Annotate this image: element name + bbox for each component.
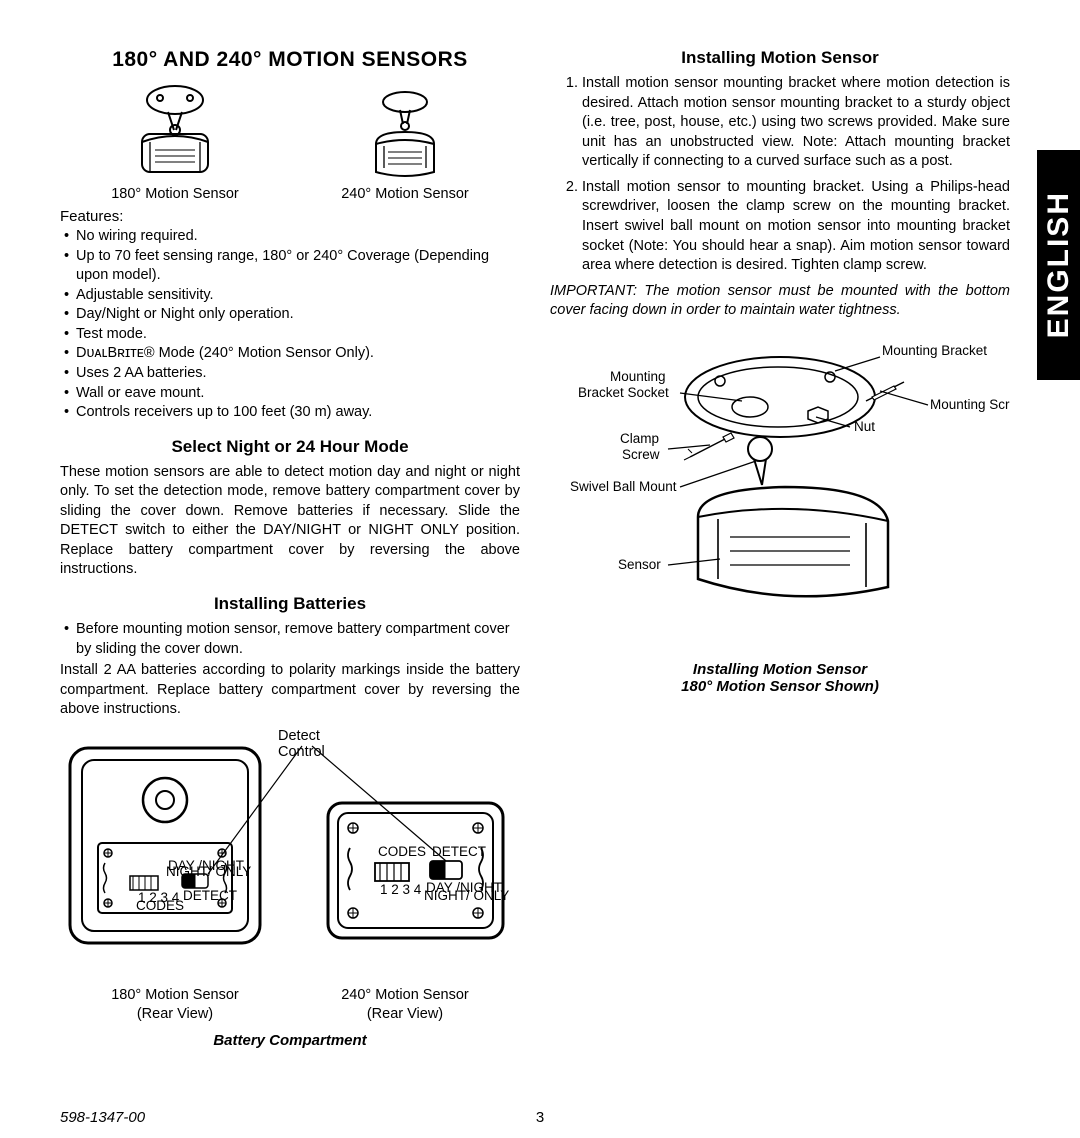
feature-item: DᴜᴀʟBʀɪᴛᴇ® Mode (240° Motion Sensor Only…: [62, 344, 520, 364]
sensor-180-caption: 180° Motion Sensor: [111, 186, 239, 202]
callout-nut: Nut: [854, 419, 875, 434]
rear-180-label: 180° Motion Sensor (Rear View): [111, 986, 239, 1024]
rear-view-labels: 180° Motion Sensor (Rear View) 240° Moti…: [60, 986, 520, 1024]
svg-text:CODES: CODES: [378, 844, 426, 859]
svg-text:Screw: Screw: [622, 447, 660, 462]
install-batt-text: Install 2 AA batteries according to pola…: [60, 661, 520, 720]
install-fig-title: Installing Motion Sensor 180° Motion Sen…: [550, 661, 1010, 695]
feature-item: Wall or eave mount.: [62, 384, 520, 404]
doc-number: 598-1347-00: [60, 1109, 145, 1126]
install-batt-bullet: Before mounting motion sensor, remove ba…: [62, 620, 520, 659]
battery-compartment-title: Battery Compartment: [60, 1032, 520, 1049]
install-sensor-heading: Installing Motion Sensor: [550, 48, 1010, 68]
sensor-240-caption: 240° Motion Sensor: [341, 186, 469, 202]
feature-item: Up to 70 feet sensing range, 180° or 240…: [62, 247, 520, 286]
sensor-180-figure: 180° Motion Sensor: [111, 82, 239, 202]
right-column: Installing Motion Sensor Install motion …: [550, 48, 1010, 1049]
battery-diagram-svg: 1 2 3 4 CODES DETECT DAY /NIGHT NIGHT/ O…: [60, 728, 520, 978]
install-batteries-heading: Installing Batteries: [60, 594, 520, 614]
svg-text:1 2 3 4: 1 2 3 4: [380, 882, 422, 897]
mounting-diagram: Mounting Bracket Mounting Bracket Socket…: [550, 339, 1010, 695]
callout-mounting-bracket: Mounting Bracket: [882, 343, 987, 358]
svg-text:DETECT: DETECT: [183, 888, 237, 903]
detect-control-label: Detect: [278, 728, 320, 744]
rear-240-label: 240° Motion Sensor (Rear View): [341, 986, 469, 1024]
feature-item: Day/Night or Night only operation.: [62, 305, 520, 325]
page-footer: 598-1347-00 3: [60, 1109, 1020, 1126]
feature-item: Test mode.: [62, 325, 520, 345]
svg-text:DETECT: DETECT: [432, 844, 486, 859]
page-number: 3: [536, 1109, 544, 1126]
callout-clamp-screw: Clamp: [620, 431, 659, 446]
left-column: 180° AND 240° MOTION SENSORS 180° M: [60, 48, 520, 1049]
language-tab-text: ENGLISH: [1042, 191, 1076, 338]
sensor-preview-row: 180° Motion Sensor 240° Motion Sensor: [60, 82, 520, 202]
battery-compartment-diagram: 1 2 3 4 CODES DETECT DAY /NIGHT NIGHT/ O…: [60, 728, 520, 1049]
feature-item: No wiring required.: [62, 227, 520, 247]
page-title: 180° AND 240° MOTION SENSORS: [60, 48, 520, 72]
svg-text:Control: Control: [278, 744, 325, 760]
svg-text:Bracket Socket: Bracket Socket: [578, 385, 669, 400]
features-label: Features:: [60, 208, 520, 225]
callout-sensor: Sensor: [618, 557, 661, 572]
select-mode-heading: Select Night or 24 Hour Mode: [60, 437, 520, 457]
svg-text:CODES: CODES: [136, 898, 184, 913]
select-mode-text: These motion sensors are able to detect …: [60, 463, 520, 580]
page-body: 180° AND 240° MOTION SENSORS 180° M: [0, 0, 1080, 1079]
sensor-240-icon: [350, 82, 460, 182]
install-steps: Install motion sensor mounting bracket w…: [550, 74, 1010, 276]
install-step: Install motion sensor mounting bracket w…: [582, 74, 1010, 172]
feature-item: Controls receivers up to 100 feet (30 m)…: [62, 403, 520, 423]
sensor-240-figure: 240° Motion Sensor: [341, 82, 469, 202]
install-step: Install motion sensor to mounting bracke…: [582, 178, 1010, 276]
important-note: IMPORTANT: The motion sensor must be mou…: [550, 282, 1010, 321]
sensor-180-icon: [120, 82, 230, 182]
svg-text:NIGHT/ ONLY: NIGHT/ ONLY: [424, 888, 509, 903]
callout-bracket-socket: Mounting: [610, 369, 666, 384]
features-list: No wiring required. Up to 70 feet sensin…: [60, 227, 520, 423]
feature-item: Uses 2 AA batteries.: [62, 364, 520, 384]
install-batt-bullet-list: Before mounting motion sensor, remove ba…: [60, 620, 520, 659]
mounting-diagram-svg: Mounting Bracket Mounting Bracket Socket…: [550, 339, 1010, 649]
feature-item: Adjustable sensitivity.: [62, 286, 520, 306]
language-tab: ENGLISH: [1037, 150, 1080, 380]
callout-swivel-ball: Swivel Ball Mount: [570, 479, 677, 494]
callout-mounting-screw: Mounting Screw: [930, 397, 1010, 412]
svg-text:NIGHT/ ONLY: NIGHT/ ONLY: [166, 864, 251, 879]
